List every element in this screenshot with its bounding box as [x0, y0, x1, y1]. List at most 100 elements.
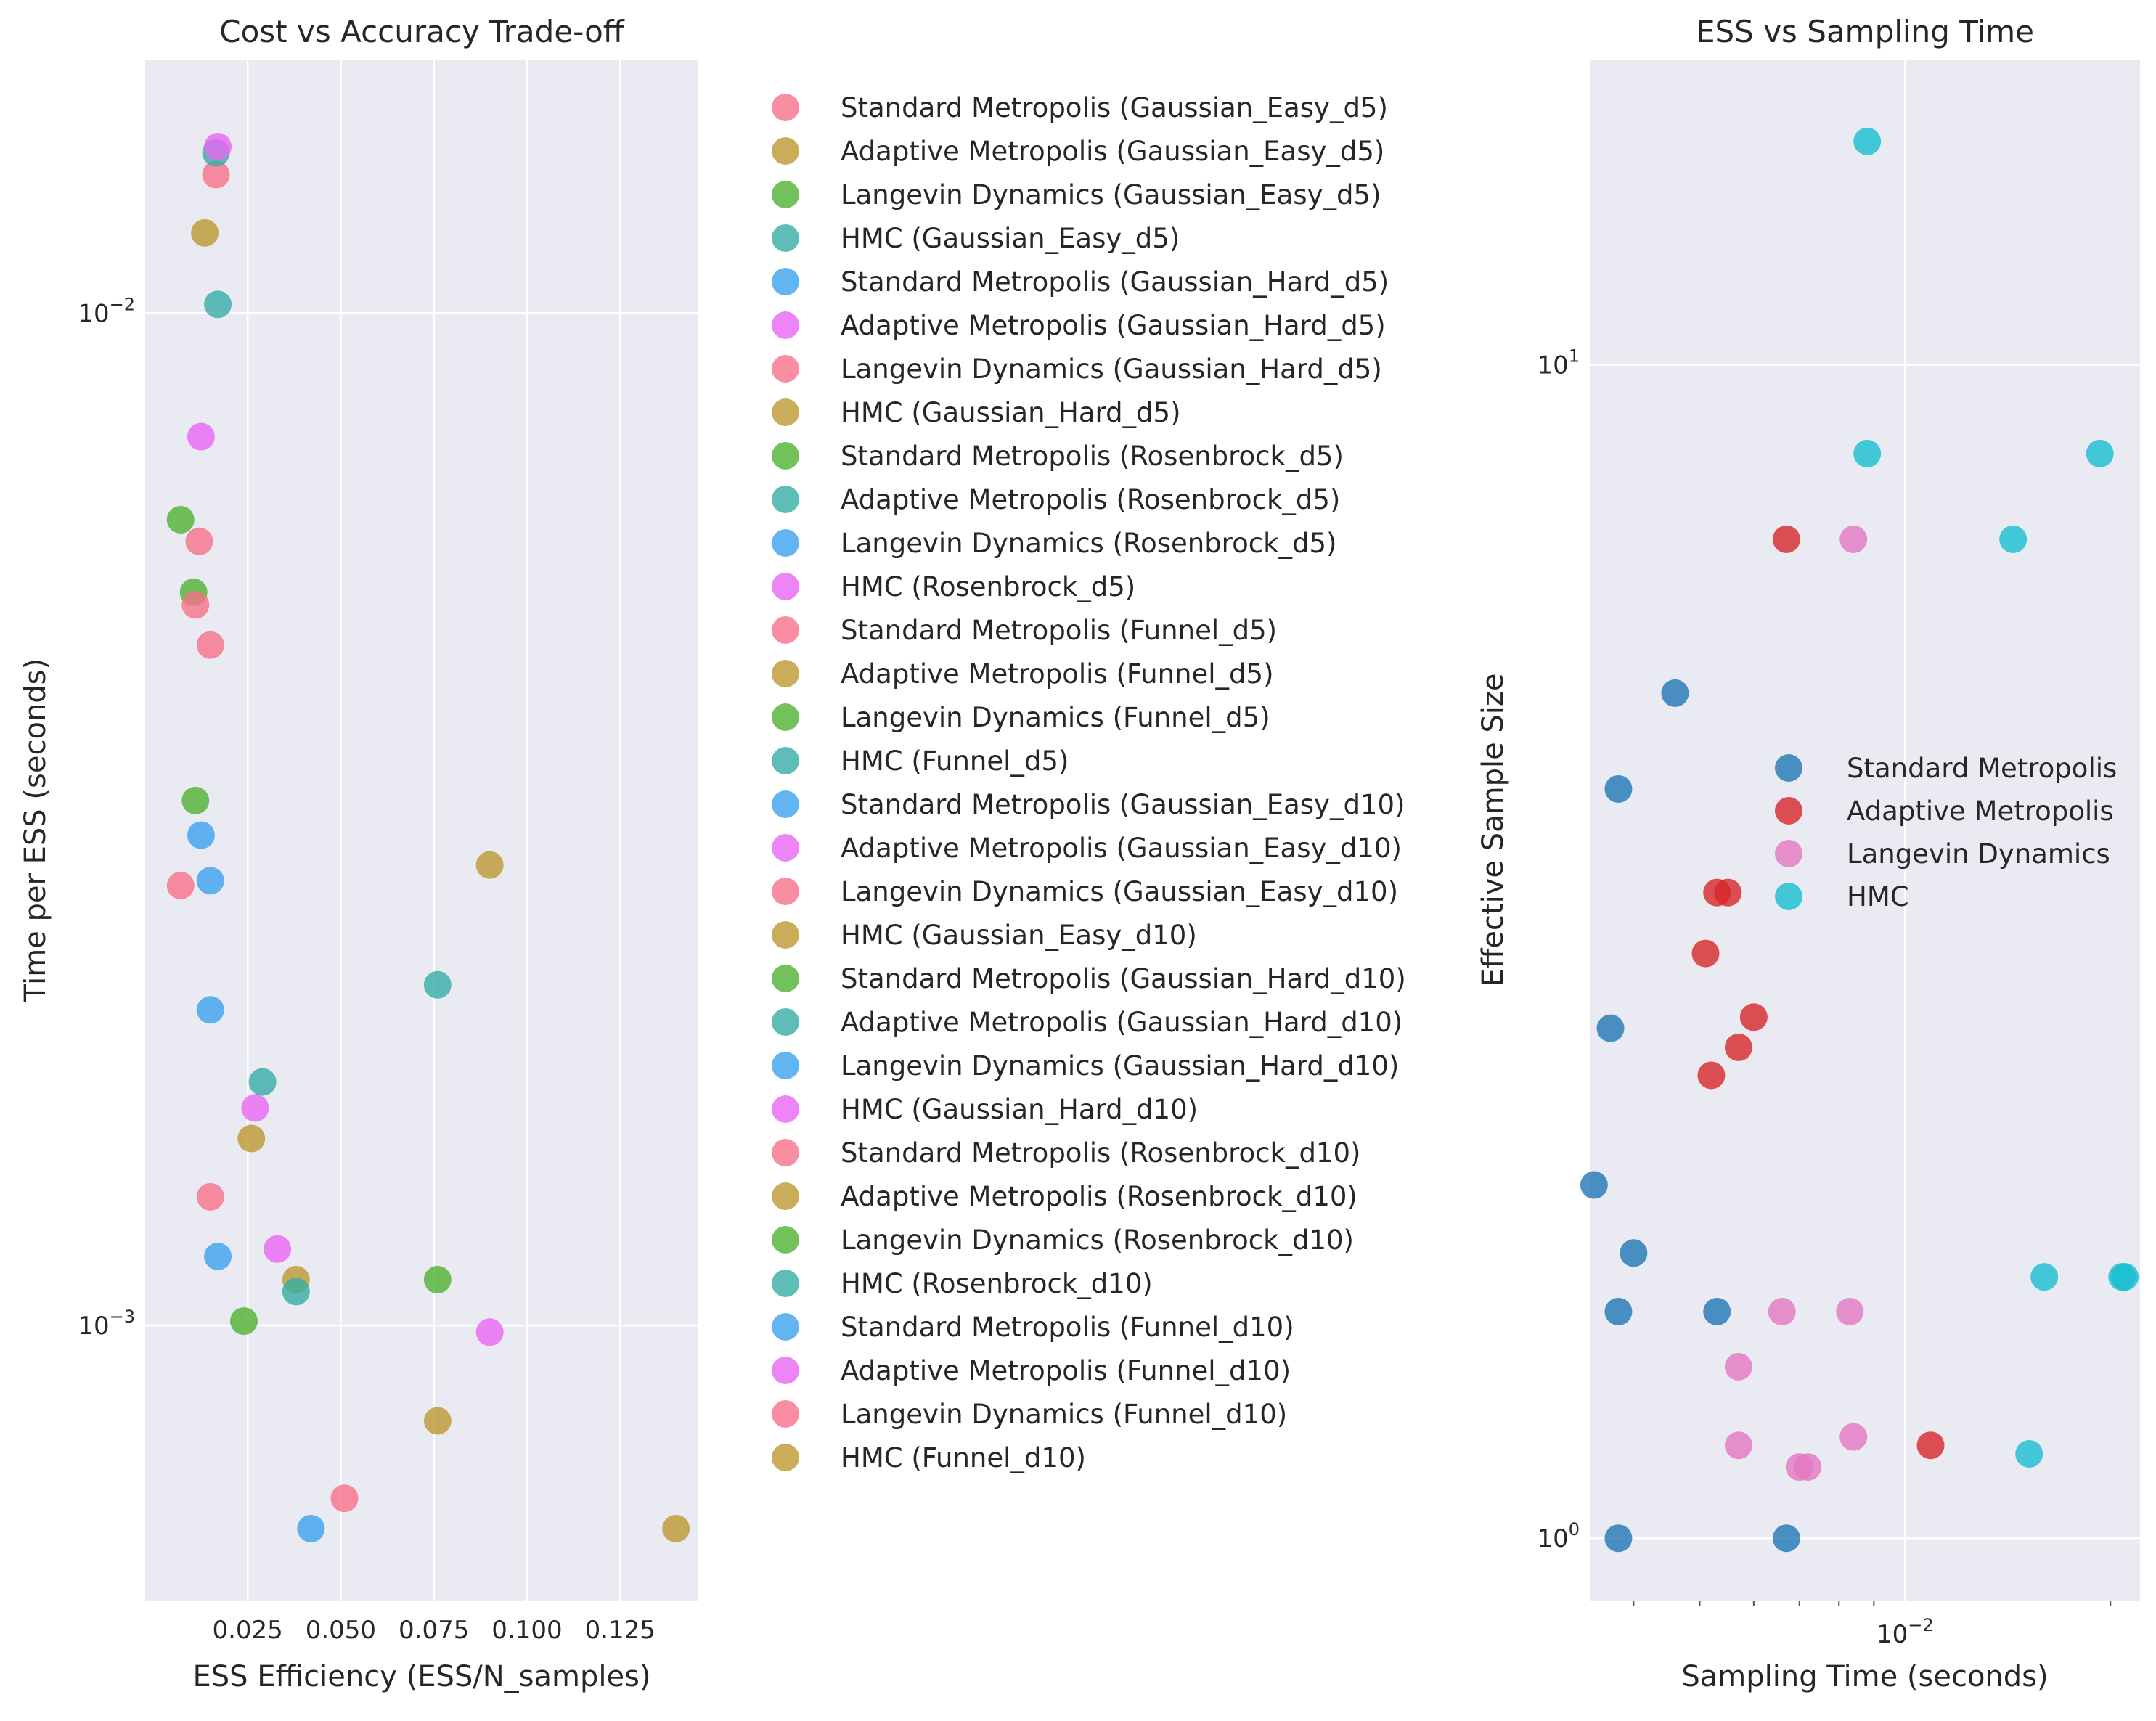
legend-label: HMC (Rosenbrock_d5) [841, 571, 1135, 602]
data-point [1739, 1003, 1768, 1031]
data-point [2086, 439, 2114, 467]
data-point [1661, 679, 1689, 707]
legend-marker [772, 1270, 799, 1297]
data-point [1836, 1297, 1864, 1325]
legend-label: Adaptive Metropolis [1847, 796, 2114, 827]
chart-title: Cost vs Accuracy Trade-off [219, 14, 625, 49]
data-point [166, 505, 195, 534]
legend-label: Langevin Dynamics [1847, 838, 2110, 870]
legend-marker [1775, 883, 1802, 910]
y-tick-label: 10−2 [78, 294, 135, 328]
legend-marker [772, 878, 799, 905]
data-point [181, 591, 210, 619]
legend-marker [772, 747, 799, 774]
x-tick-label: 10−2 [1877, 1615, 1934, 1649]
data-point [1724, 1431, 1752, 1460]
legend-marker [772, 1182, 799, 1210]
legend-marker [772, 1313, 799, 1341]
data-point [196, 996, 224, 1024]
legend-marker [772, 660, 799, 687]
data-point [1604, 774, 1633, 803]
data-point [1724, 1352, 1752, 1381]
legend-marker [772, 834, 799, 862]
data-point [1724, 1033, 1752, 1061]
data-point [1853, 439, 1882, 467]
chart-title: ESS vs Sampling Time [1696, 14, 2034, 49]
data-point [423, 970, 452, 999]
data-point [204, 290, 232, 319]
data-point [191, 218, 219, 247]
data-point [2015, 1440, 2043, 1468]
legend-marker [772, 965, 799, 992]
legend-marker [772, 573, 799, 600]
data-point [330, 1484, 359, 1513]
data-point [1604, 1524, 1633, 1553]
x-tick-label: 0.050 [306, 1616, 376, 1645]
legend-marker [772, 1139, 799, 1166]
data-point [1772, 1524, 1800, 1553]
data-point [2030, 1263, 2059, 1291]
legend-label: Langevin Dynamics (Gaussian_Easy_d5) [841, 179, 1381, 210]
legend-marker [772, 1357, 799, 1384]
data-point [1794, 1453, 1822, 1481]
legend-label: HMC [1847, 881, 1909, 912]
plot-area [1590, 60, 2140, 1601]
legend-label: Adaptive Metropolis (Rosenbrock_d10) [841, 1181, 1357, 1212]
data-point [248, 1068, 277, 1096]
legend-label: Standard Metropolis (Gaussian_Easy_d5) [841, 92, 1388, 123]
legend-label: Standard Metropolis (Funnel_d5) [841, 615, 1277, 646]
legend-marker [772, 94, 799, 121]
data-point [1999, 525, 2028, 553]
data-point [1580, 1171, 1608, 1199]
y-axis-label: Time per ESS (seconds) [19, 658, 52, 1002]
data-point [241, 1094, 269, 1122]
data-point [297, 1514, 325, 1542]
data-point [2111, 1263, 2139, 1291]
legend-marker [1775, 754, 1802, 782]
data-point [187, 422, 215, 451]
legend-marker [772, 181, 799, 208]
legend-label: Adaptive Metropolis (Rosenbrock_d5) [841, 484, 1340, 515]
legend-marker [772, 355, 799, 383]
plot-area [145, 60, 698, 1601]
data-point [181, 786, 210, 814]
data-point [1916, 1431, 1945, 1460]
legend-label: Langevin Dynamics (Gaussian_Easy_d10) [841, 876, 1398, 907]
legend-marker [772, 790, 799, 818]
y-tick-label: 10−3 [78, 1307, 135, 1341]
legend-label: Standard Metropolis (Rosenbrock_d10) [841, 1137, 1360, 1169]
legend-label: Standard Metropolis [1847, 753, 2117, 784]
data-point [1839, 1423, 1868, 1451]
data-point [423, 1407, 452, 1435]
legend-label: Standard Metropolis (Gaussian_Hard_d10) [841, 963, 1406, 994]
data-point [1596, 1014, 1625, 1042]
x-tick-label: 0.075 [399, 1616, 469, 1645]
legend-label: Adaptive Metropolis (Gaussian_Easy_d5) [841, 136, 1384, 167]
data-point [1768, 1297, 1796, 1325]
x-axis-label: Sampling Time (seconds) [1681, 1660, 2048, 1693]
legend-label: Adaptive Metropolis (Gaussian_Hard_d5) [841, 310, 1386, 341]
data-point [475, 851, 504, 879]
legend: Standard Metropolis (Gaussian_Easy_d5) Ad… [772, 92, 1406, 1473]
data-point [1697, 1061, 1726, 1090]
data-point [1604, 1297, 1633, 1325]
y-tick-label: 101 [1537, 346, 1580, 380]
legend-label: Standard Metropolis (Rosenbrock_d5) [841, 441, 1344, 472]
legend-marker [772, 1444, 799, 1471]
x-tick-label: 0.025 [212, 1616, 282, 1645]
data-points [1580, 127, 2139, 1553]
legend-marker [772, 1095, 799, 1123]
legend-label: HMC (Gaussian_Easy_d5) [841, 223, 1180, 254]
y-tick-label: 100 [1537, 1519, 1580, 1553]
data-point [423, 1265, 452, 1293]
legend-label: Standard Metropolis (Funnel_d10) [841, 1312, 1294, 1343]
legend-label: Langevin Dynamics (Rosenbrock_d5) [841, 528, 1336, 559]
legend-marker [772, 137, 799, 165]
legend-marker [772, 1226, 799, 1254]
data-point [187, 821, 215, 849]
legend-marker [772, 1052, 799, 1079]
legend-marker [772, 311, 799, 339]
legend-label: HMC (Gaussian_Hard_d5) [841, 397, 1181, 428]
data-point [166, 871, 195, 899]
